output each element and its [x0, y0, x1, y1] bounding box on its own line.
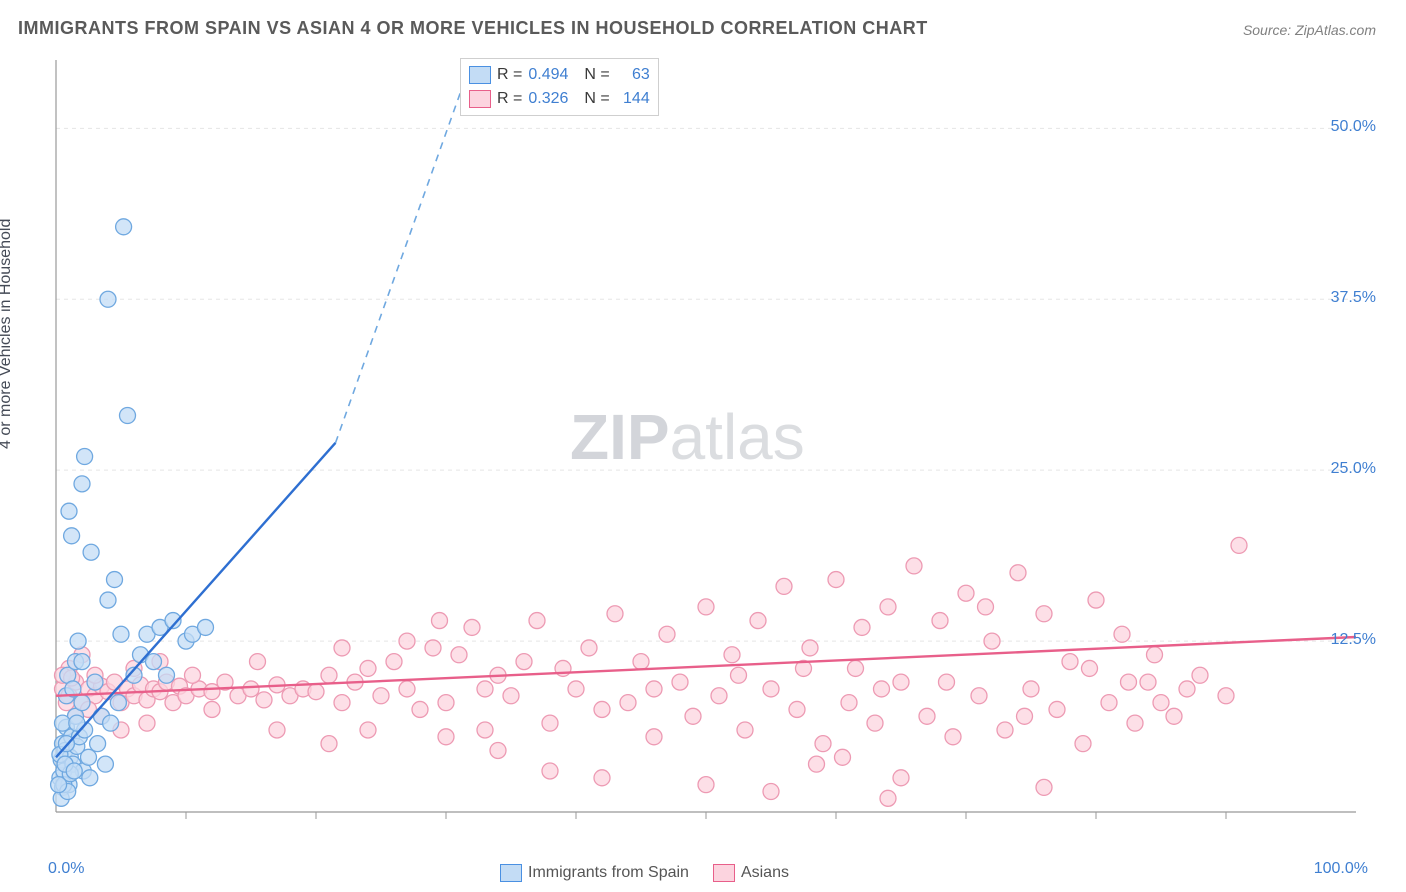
legend-bottom-label-blue: Immigrants from Spain	[528, 864, 689, 882]
correlation-legend: R = 0.494 N = 63 R = 0.326 N = 144	[460, 58, 659, 116]
y-tick-label: 25.0%	[1331, 460, 1376, 478]
legend-swatch-pink	[469, 90, 491, 108]
legend-swatch-blue	[469, 66, 491, 84]
legend-r-value-pink: 0.326	[528, 90, 568, 108]
legend-r-label-blue: R =	[497, 66, 522, 84]
legend-n-value-blue: 63	[616, 66, 650, 84]
legend-bottom-label-pink: Asians	[741, 864, 789, 882]
source-attribution: Source: ZipAtlas.com	[1243, 22, 1376, 38]
legend-bottom-swatch-pink	[713, 864, 735, 882]
legend-r-value-blue: 0.494	[528, 66, 568, 84]
y-tick-label: 50.0%	[1331, 118, 1376, 136]
x-axis-min-label: 0.0%	[48, 860, 84, 878]
legend-n-label-pink: N =	[584, 90, 609, 108]
y-axis-label: 4 or more Vehicles in Household	[0, 219, 15, 449]
legend-bottom-swatch-blue	[500, 864, 522, 882]
series-legend: Immigrants from Spain Asians	[500, 864, 789, 882]
y-tick-label: 37.5%	[1331, 289, 1376, 307]
y-tick-label: 12.5%	[1331, 631, 1376, 649]
x-axis-max-label: 100.0%	[1314, 860, 1368, 878]
legend-n-value-pink: 144	[616, 90, 650, 108]
chart-area	[48, 54, 1368, 842]
legend-n-label-blue: N =	[584, 66, 609, 84]
page-title: IMMIGRANTS FROM SPAIN VS ASIAN 4 OR MORE…	[18, 18, 928, 39]
scatter-plot-svg	[48, 54, 1368, 842]
legend-r-label-pink: R =	[497, 90, 522, 108]
